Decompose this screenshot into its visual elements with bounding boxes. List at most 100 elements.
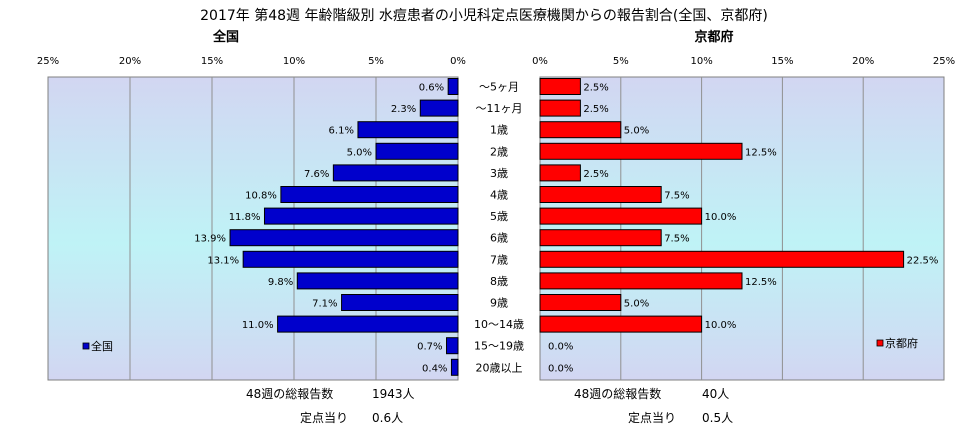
national-bar <box>446 337 459 355</box>
kyoto-value-label: 2.5% <box>583 169 608 180</box>
category-labels: ～5ヶ月 ～11ヶ月 1歳 2歳 3歳 4歳 5歳 6歳 7歳 8歳 9歳 10～14歳 15～19歳 2… <box>474 81 524 375</box>
legend-left: 全国 <box>82 339 113 353</box>
national-bar <box>375 142 459 160</box>
legend-right-label: 京都府 <box>885 336 918 350</box>
national-bar <box>332 164 459 182</box>
kyoto-bar <box>539 142 743 160</box>
category-label: 6歳 <box>490 232 508 245</box>
right-total-reports-value: 40人 <box>702 387 729 401</box>
national-value-label: 11.0% <box>242 320 274 331</box>
category-label: 20歳以上 <box>476 361 523 374</box>
left-total-reports-label: 48週の総報告数 <box>246 386 333 401</box>
national-value-label: 7.1% <box>312 299 337 310</box>
kyoto-bar <box>539 207 703 225</box>
legend-right: 京都府 <box>876 336 918 350</box>
legend-left-swatch <box>82 342 90 350</box>
kyoto-bar <box>539 99 581 117</box>
kyoto-bar <box>539 78 581 95</box>
category-label: 8歳 <box>490 275 508 288</box>
right-panel-title: 京都府 <box>694 29 733 45</box>
left-tick-label: 25% <box>37 56 59 67</box>
national-bar <box>450 358 459 376</box>
right-tick-label: 20% <box>852 56 874 67</box>
right-axis-ticks: 0% 5% 10% 15% 20% 25% <box>532 56 955 67</box>
kyoto-bar <box>539 121 622 139</box>
national-bar <box>341 294 459 311</box>
national-bar <box>296 272 459 290</box>
right-tick-label: 25% <box>933 56 955 67</box>
national-value-label: 13.1% <box>207 255 239 266</box>
kyoto-value-label: 7.5% <box>664 234 689 245</box>
left-tick-label: 5% <box>368 56 384 67</box>
national-bar <box>242 250 459 268</box>
category-label: 10～14歳 <box>474 318 524 331</box>
national-value-label: 5.0% <box>347 147 372 158</box>
kyoto-bar <box>539 186 662 203</box>
national-value-label: 6.1% <box>329 126 354 137</box>
category-label: 2歳 <box>490 145 508 158</box>
national-value-label: 2.3% <box>391 104 416 115</box>
kyoto-bar <box>539 250 905 268</box>
kyoto-value-label: 12.5% <box>745 147 777 158</box>
legend-right-swatch <box>876 339 884 347</box>
kyoto-value-label: 5.0% <box>624 126 649 137</box>
left-total-reports-value: 1943人 <box>372 387 415 401</box>
kyoto-bar <box>539 315 703 333</box>
right-tick-label: 0% <box>532 56 548 67</box>
chart-title: 2017年 第48週 年齢階級別 水痘患者の小児科定点医療機関からの報告割合(全… <box>200 7 768 24</box>
category-label: 5歳 <box>490 210 508 223</box>
left-tick-label: 0% <box>450 56 466 67</box>
category-label: 3歳 <box>490 167 508 180</box>
right-total-reports-label: 48週の総報告数 <box>574 386 661 401</box>
kyoto-value-label: 12.5% <box>745 277 777 288</box>
kyoto-bars: 2.5% 2.5% 5.0% 12.5% 2.5% 7.5% 10.0% 7.5% 22.5% 1… <box>539 78 939 374</box>
left-tick-label: 10% <box>283 56 305 67</box>
kyoto-value-label: 2.5% <box>583 104 608 115</box>
national-bar <box>277 315 459 333</box>
kyoto-bar <box>539 164 581 182</box>
right-tick-label: 5% <box>613 56 629 67</box>
left-tick-label: 15% <box>201 56 223 67</box>
right-per-site-value: 0.5人 <box>702 411 733 425</box>
legend-left-label: 全国 <box>91 339 113 353</box>
kyoto-bar <box>539 272 743 290</box>
left-per-site-label: 定点当り <box>300 410 348 425</box>
kyoto-value-label: 7.5% <box>664 191 689 202</box>
category-label: ～5ヶ月 <box>479 81 519 94</box>
right-tick-label: 15% <box>771 56 793 67</box>
left-tick-label: 20% <box>119 56 141 67</box>
category-label: 1歳 <box>490 124 508 137</box>
national-value-label: 0.4% <box>422 363 447 374</box>
national-bar <box>229 229 459 247</box>
category-label: 7歳 <box>490 253 508 266</box>
national-value-label: 11.8% <box>229 212 261 223</box>
kyoto-value-label: 0.0% <box>548 342 573 353</box>
kyoto-value-label: 10.0% <box>705 320 737 331</box>
category-label: 15～19歳 <box>474 340 524 353</box>
right-per-site-label: 定点当り <box>628 410 676 425</box>
national-value-label: 13.9% <box>194 234 226 245</box>
national-bar <box>447 78 459 95</box>
left-panel-title: 全国 <box>212 29 239 45</box>
national-bar <box>263 207 459 225</box>
kyoto-value-label: 22.5% <box>907 255 939 266</box>
kyoto-value-label: 2.5% <box>583 83 608 94</box>
national-bar <box>419 99 459 117</box>
national-bar <box>357 121 459 139</box>
national-value-label: 0.7% <box>417 342 442 353</box>
left-axis-ticks: 0% 5% 10% 15% 20% 25% <box>37 56 466 67</box>
national-value-label: 9.8% <box>268 277 293 288</box>
category-label: ～11ヶ月 <box>476 102 523 115</box>
national-bars: 0.6%2.3% 6.1% 5.0% 7.6% 10.8% 11.8%13.9% 13.1%… <box>194 78 459 376</box>
national-bar <box>280 186 459 203</box>
category-label: 4歳 <box>490 189 508 202</box>
national-value-label: 10.8% <box>245 191 277 202</box>
national-value-label: 0.6% <box>419 83 444 94</box>
left-per-site-value: 0.6人 <box>372 411 403 425</box>
kyoto-bar <box>539 294 622 311</box>
kyoto-value-label: 0.0% <box>548 363 573 374</box>
kyoto-value-label: 5.0% <box>624 299 649 310</box>
kyoto-bar <box>539 229 662 247</box>
national-value-label: 7.6% <box>304 169 329 180</box>
